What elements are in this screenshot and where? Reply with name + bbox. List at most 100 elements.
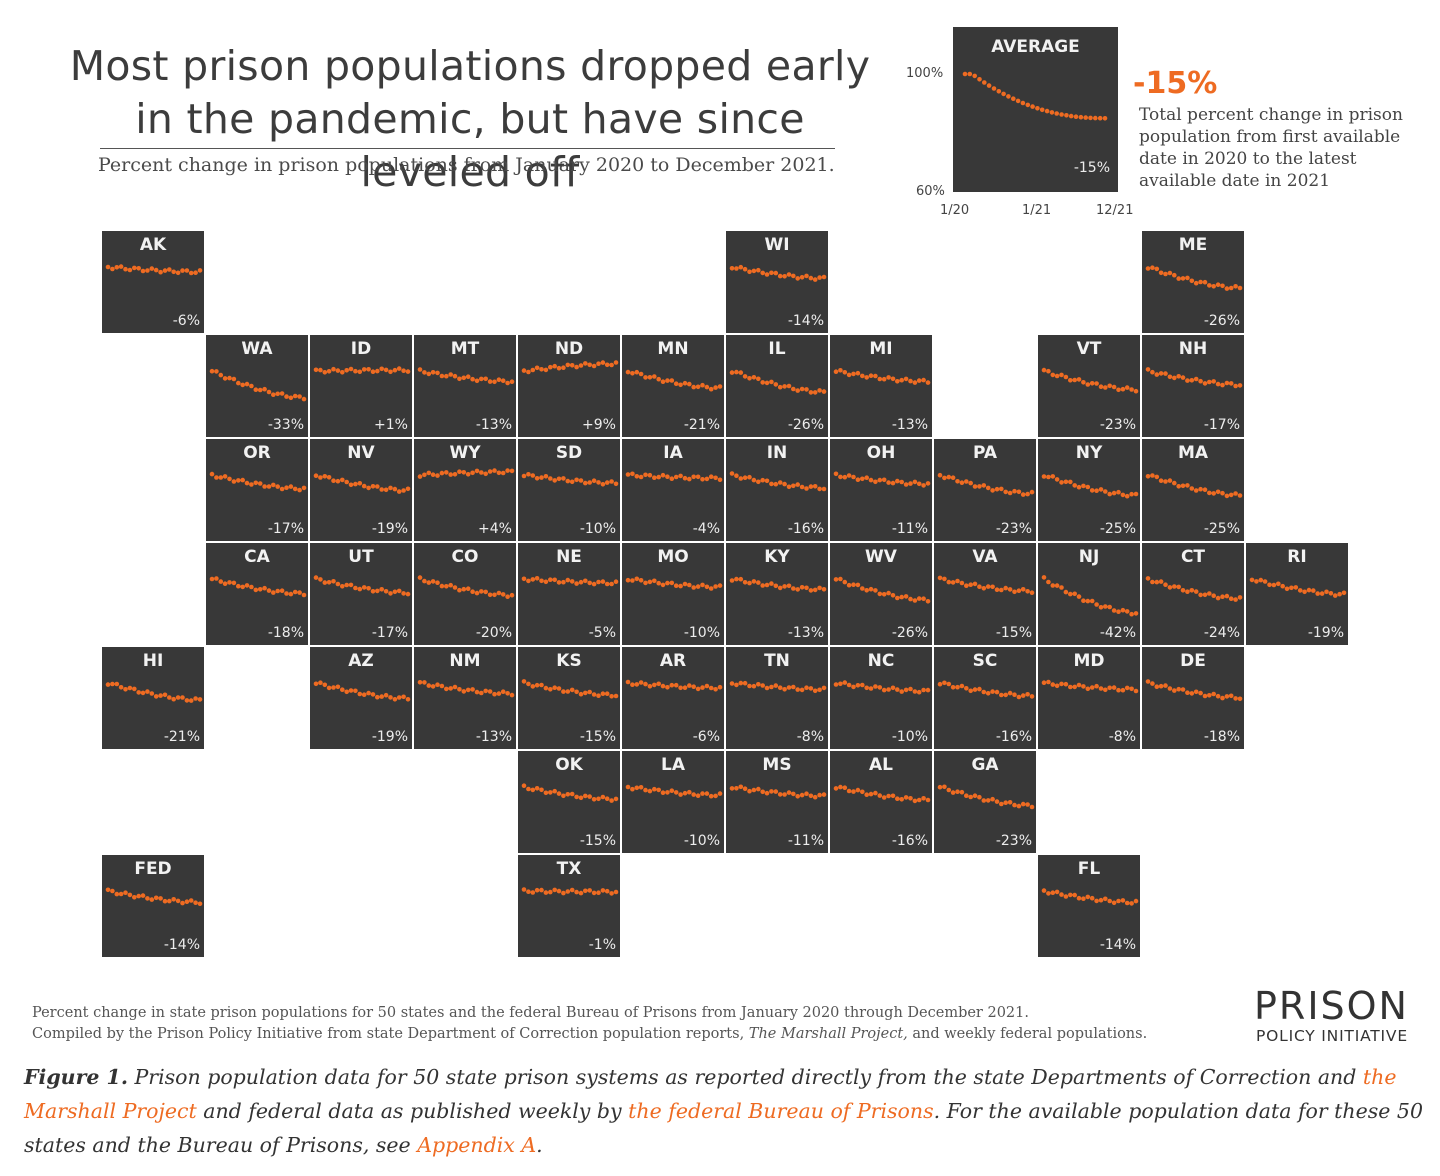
trend-dot [487,379,493,384]
trend-dot [1189,278,1195,284]
tile-trend-dots [833,471,931,488]
tile-ak: AK -6% [101,230,205,334]
tile-label: NM [449,651,481,671]
trend-dot [946,579,952,585]
trend-dot [1046,368,1051,374]
trend-dot [634,785,640,791]
trend-dot [331,579,336,584]
trend-dot [1116,387,1121,393]
link-bureau-of-prisons[interactable]: the federal Bureau of Prisons [628,1099,934,1123]
trend-dot [417,575,423,580]
trend-dot [769,379,774,385]
trend-dot [1198,690,1203,696]
chart-title: Most prison populations dropped early in… [69,42,871,196]
trend-dot [921,377,926,383]
tile-label: OR [243,443,271,463]
tile-change-value: -4% [692,521,720,537]
trend-dot [1020,492,1026,497]
tile-label: IA [663,443,683,463]
trend-dot [864,792,869,797]
trend-dot [1116,898,1121,904]
trend-dot [240,382,245,388]
trend-dot [357,369,363,375]
trend-dot [136,266,141,271]
tile-change-value: -42% [1099,625,1136,641]
trend-dot [868,586,874,592]
trend-dot [695,686,701,692]
trend-dot [791,791,796,797]
trend-dot [158,693,163,698]
trend-dot [565,577,571,583]
trend-dot [821,587,827,592]
trend-dot [556,365,562,371]
trend-dot [344,479,349,485]
trend-dot [465,374,471,379]
trend-dot [656,474,661,480]
trend-dot [1041,888,1047,893]
trend-dot [1154,266,1160,272]
link-appendix-a[interactable]: Appendix A [417,1133,537,1157]
trend-dot [808,588,814,593]
trend-dot [994,689,1000,695]
trend-dot [470,589,475,594]
trend-dot [1228,596,1234,601]
trend-dot [574,689,579,695]
trend-dot [756,786,761,792]
tile-nm: NM -13% [413,646,517,750]
trend-dot [1180,375,1186,380]
tile-me: ME -26% [1141,230,1245,334]
trend-dot [912,798,918,804]
trend-dot [656,787,661,793]
trend-dot [1306,587,1312,593]
trend-dot [1029,694,1035,699]
trend-dot [1202,487,1208,492]
trend-dot [609,694,614,699]
link-marshall-project[interactable]: the Marshall Project [24,1065,1397,1123]
tile-trend-dots [521,360,619,375]
trend-dot [1237,595,1243,600]
trend-dot [1063,681,1069,687]
trend-dot [773,583,779,589]
trend-dot [1207,693,1212,698]
trend-dot [625,679,631,685]
tile-trend-dots [937,575,1035,595]
trend-dot [977,584,982,589]
trend-dot [868,477,874,483]
trend-dot [1041,680,1047,685]
tile-wy: WY +4% [413,438,517,542]
trend-dot [361,585,367,590]
tile-label: SD [555,443,583,463]
trend-dot [1107,898,1112,904]
trend-dot [1076,895,1082,901]
trend-dot [430,579,436,584]
tile-change-value: -14% [787,313,824,329]
tile-label: ND [554,339,584,359]
trend-dot [297,590,302,595]
trend-dot [981,689,987,695]
trend-dot [604,362,610,368]
trend-dot [942,784,947,790]
trend-dot [1233,696,1238,701]
trend-dot [817,687,822,693]
trend-dot [747,580,752,586]
tile-change-value: -18% [1203,729,1240,745]
trend-dot [713,584,718,589]
trend-dot [483,688,488,694]
trend-dot [955,684,960,690]
tile-il: IL -26% [725,334,829,438]
trend-dot [851,582,856,587]
trend-dot [600,888,606,893]
source-note-text-end: and weekly federal populations. [907,1026,1148,1042]
trend-dot [764,582,770,588]
trend-dot [630,578,635,583]
trend-dot [738,784,744,790]
tile-change-value: -19% [1307,625,1344,641]
tile-change-value: -11% [891,521,928,537]
trend-dot [1085,894,1091,900]
tile-label: IL [768,339,786,359]
trend-dot [860,789,865,795]
tile-change-value: -10% [683,625,720,641]
trend-dot [652,682,657,688]
trend-dot [903,795,909,800]
trend-dot [114,891,120,897]
